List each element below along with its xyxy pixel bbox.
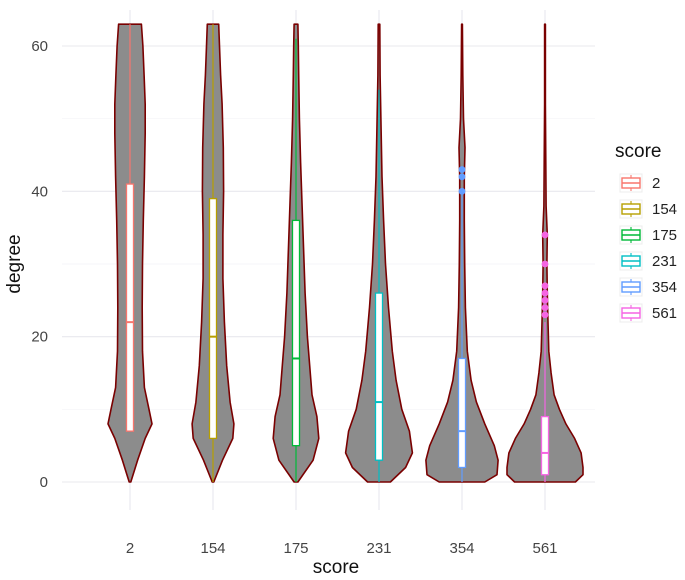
x-tick-label: 175	[283, 540, 308, 557]
legend-item-354: 354	[619, 277, 677, 297]
x-tick-label: 154	[200, 540, 225, 557]
boxplot-561	[540, 231, 550, 482]
outlier-point	[541, 304, 549, 311]
outlier-point	[541, 260, 549, 268]
x-tick-label: 354	[449, 540, 474, 557]
boxplot-154	[208, 24, 218, 482]
legend-item-231: 231	[619, 251, 677, 271]
legend-label: 561	[652, 305, 677, 322]
outlier-point	[541, 296, 549, 304]
legend-label: 154	[652, 201, 677, 218]
x-axis-ticks: 2 154 175 231 354 561	[126, 540, 558, 557]
outlier-point	[458, 187, 466, 195]
legend-items: 2 154 175 231 354 561	[619, 173, 677, 323]
outlier-point	[458, 166, 466, 173]
x-tick-label: 2	[126, 540, 134, 557]
legend-label: 354	[652, 279, 677, 296]
y-tick-label: 0	[40, 474, 48, 491]
outlier-point	[541, 289, 549, 297]
legend-item-2: 2	[619, 173, 660, 193]
y-axis-title: degree	[4, 234, 25, 293]
boxplot-231	[374, 89, 384, 482]
x-axis-title: score	[313, 557, 359, 578]
box-iqr	[457, 357, 467, 469]
y-tick-label: 60	[31, 38, 48, 55]
legend-label: 2	[652, 175, 660, 192]
x-tick-label: 561	[532, 540, 557, 557]
x-tick-label: 231	[366, 540, 391, 557]
legend-item-561: 561	[619, 303, 677, 323]
y-tick-label: 20	[31, 329, 48, 346]
legend-title: score	[615, 141, 661, 162]
boxplots	[125, 24, 550, 482]
legend-label: 175	[652, 227, 677, 244]
boxplot-2	[125, 24, 135, 432]
box-iqr	[125, 183, 135, 432]
box-iqr	[374, 292, 384, 461]
outlier-point	[458, 173, 466, 181]
violins	[107, 23, 584, 483]
boxplot-175	[291, 38, 301, 482]
outlier-point	[541, 311, 549, 319]
legend-item-175: 175	[619, 225, 677, 245]
box-iqr	[291, 219, 301, 447]
legend-item-154: 154	[619, 199, 677, 219]
y-axis-ticks: 0 20 40 60	[31, 38, 48, 491]
legend: score 2 154 175 231 354 561	[615, 141, 677, 323]
y-tick-label: 40	[31, 183, 48, 200]
outlier-point	[541, 282, 549, 290]
outlier-point	[541, 231, 549, 239]
box-iqr	[208, 197, 218, 440]
boxplot-354	[457, 166, 467, 482]
violin-561	[506, 23, 584, 483]
legend-label: 231	[652, 253, 677, 270]
box-iqr	[540, 415, 550, 476]
